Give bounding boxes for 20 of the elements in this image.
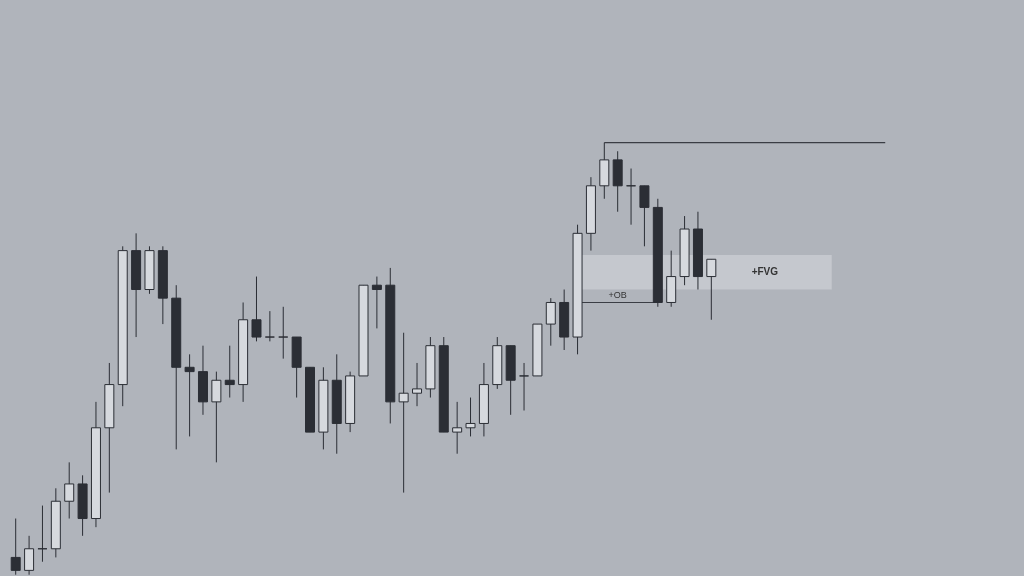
candlestick	[639, 185, 650, 247]
candlestick	[64, 461, 75, 520]
ref-line-label: +OB	[608, 290, 627, 301]
candlestick	[452, 401, 463, 455]
candlestick	[371, 276, 382, 329]
candlestick	[412, 362, 423, 407]
candlestick	[398, 332, 409, 494]
band-label: +FVG	[751, 266, 779, 278]
candlestick	[184, 353, 195, 437]
candlestick	[519, 362, 530, 411]
candlestick	[251, 276, 262, 342]
candlestick	[264, 310, 275, 342]
candlestick	[24, 535, 35, 576]
candlestick	[706, 258, 717, 321]
candlestick	[278, 306, 289, 360]
candlestick	[545, 297, 556, 347]
candlestick	[224, 345, 235, 399]
candlestick	[211, 371, 222, 463]
candlestick	[10, 518, 21, 576]
candlestick	[465, 397, 476, 437]
